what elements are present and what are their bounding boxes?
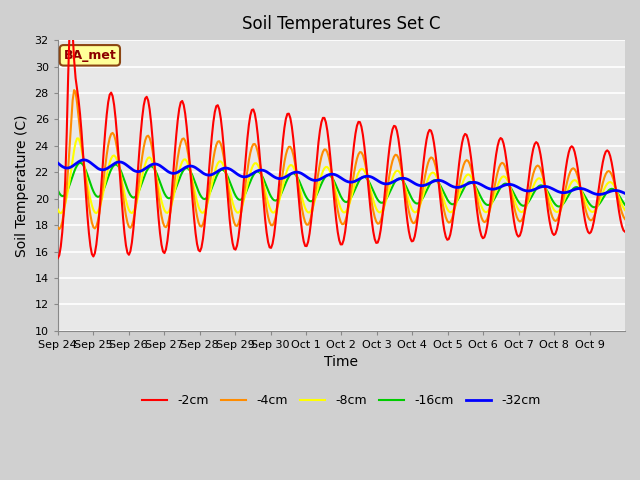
Y-axis label: Soil Temperature (C): Soil Temperature (C)	[15, 114, 29, 257]
-2cm	[75, 97, 83, 103]
-4cm	[621, 216, 629, 222]
-4cm	[56, 226, 63, 232]
-16cm	[348, 195, 355, 201]
-32cm	[620, 190, 627, 195]
-16cm	[460, 186, 467, 192]
-32cm	[93, 165, 100, 170]
Text: BA_met: BA_met	[63, 49, 116, 62]
-2cm	[67, 11, 75, 17]
-2cm	[460, 134, 467, 140]
-8cm	[76, 140, 84, 145]
-16cm	[590, 204, 598, 210]
-4cm	[54, 225, 61, 230]
-4cm	[70, 87, 78, 93]
-8cm	[349, 190, 356, 195]
-16cm	[621, 202, 629, 208]
-4cm	[461, 159, 469, 165]
-2cm	[544, 208, 552, 214]
-16cm	[544, 190, 552, 195]
-8cm	[57, 210, 65, 216]
-8cm	[73, 135, 81, 141]
-16cm	[620, 200, 627, 205]
-8cm	[54, 206, 61, 212]
-16cm	[76, 160, 84, 166]
-4cm	[620, 214, 627, 220]
-32cm	[595, 192, 602, 197]
-8cm	[621, 207, 629, 213]
-16cm	[73, 163, 81, 168]
-8cm	[620, 205, 627, 211]
Line: -4cm: -4cm	[58, 90, 625, 229]
-4cm	[349, 180, 356, 185]
X-axis label: Time: Time	[324, 355, 358, 370]
-32cm	[348, 179, 355, 185]
-4cm	[546, 204, 554, 210]
-4cm	[94, 218, 102, 224]
-32cm	[81, 157, 88, 163]
-2cm	[348, 171, 355, 177]
Title: Soil Temperatures Set C: Soil Temperatures Set C	[242, 15, 441, 33]
Line: -16cm: -16cm	[58, 163, 625, 207]
-32cm	[460, 183, 467, 189]
-2cm	[93, 241, 100, 247]
-32cm	[621, 191, 629, 196]
Legend: -2cm, -4cm, -8cm, -16cm, -32cm: -2cm, -4cm, -8cm, -16cm, -32cm	[137, 389, 546, 412]
-8cm	[546, 197, 554, 203]
-2cm	[621, 229, 629, 235]
-8cm	[94, 209, 102, 215]
-32cm	[54, 160, 61, 166]
-2cm	[618, 224, 626, 229]
-16cm	[54, 187, 61, 193]
-16cm	[93, 193, 100, 199]
-8cm	[461, 174, 469, 180]
-2cm	[54, 255, 61, 261]
-4cm	[76, 128, 84, 133]
-32cm	[544, 184, 552, 190]
Line: -32cm: -32cm	[58, 160, 625, 194]
Line: -2cm: -2cm	[58, 14, 625, 258]
-32cm	[73, 160, 81, 166]
Line: -8cm: -8cm	[58, 138, 625, 213]
